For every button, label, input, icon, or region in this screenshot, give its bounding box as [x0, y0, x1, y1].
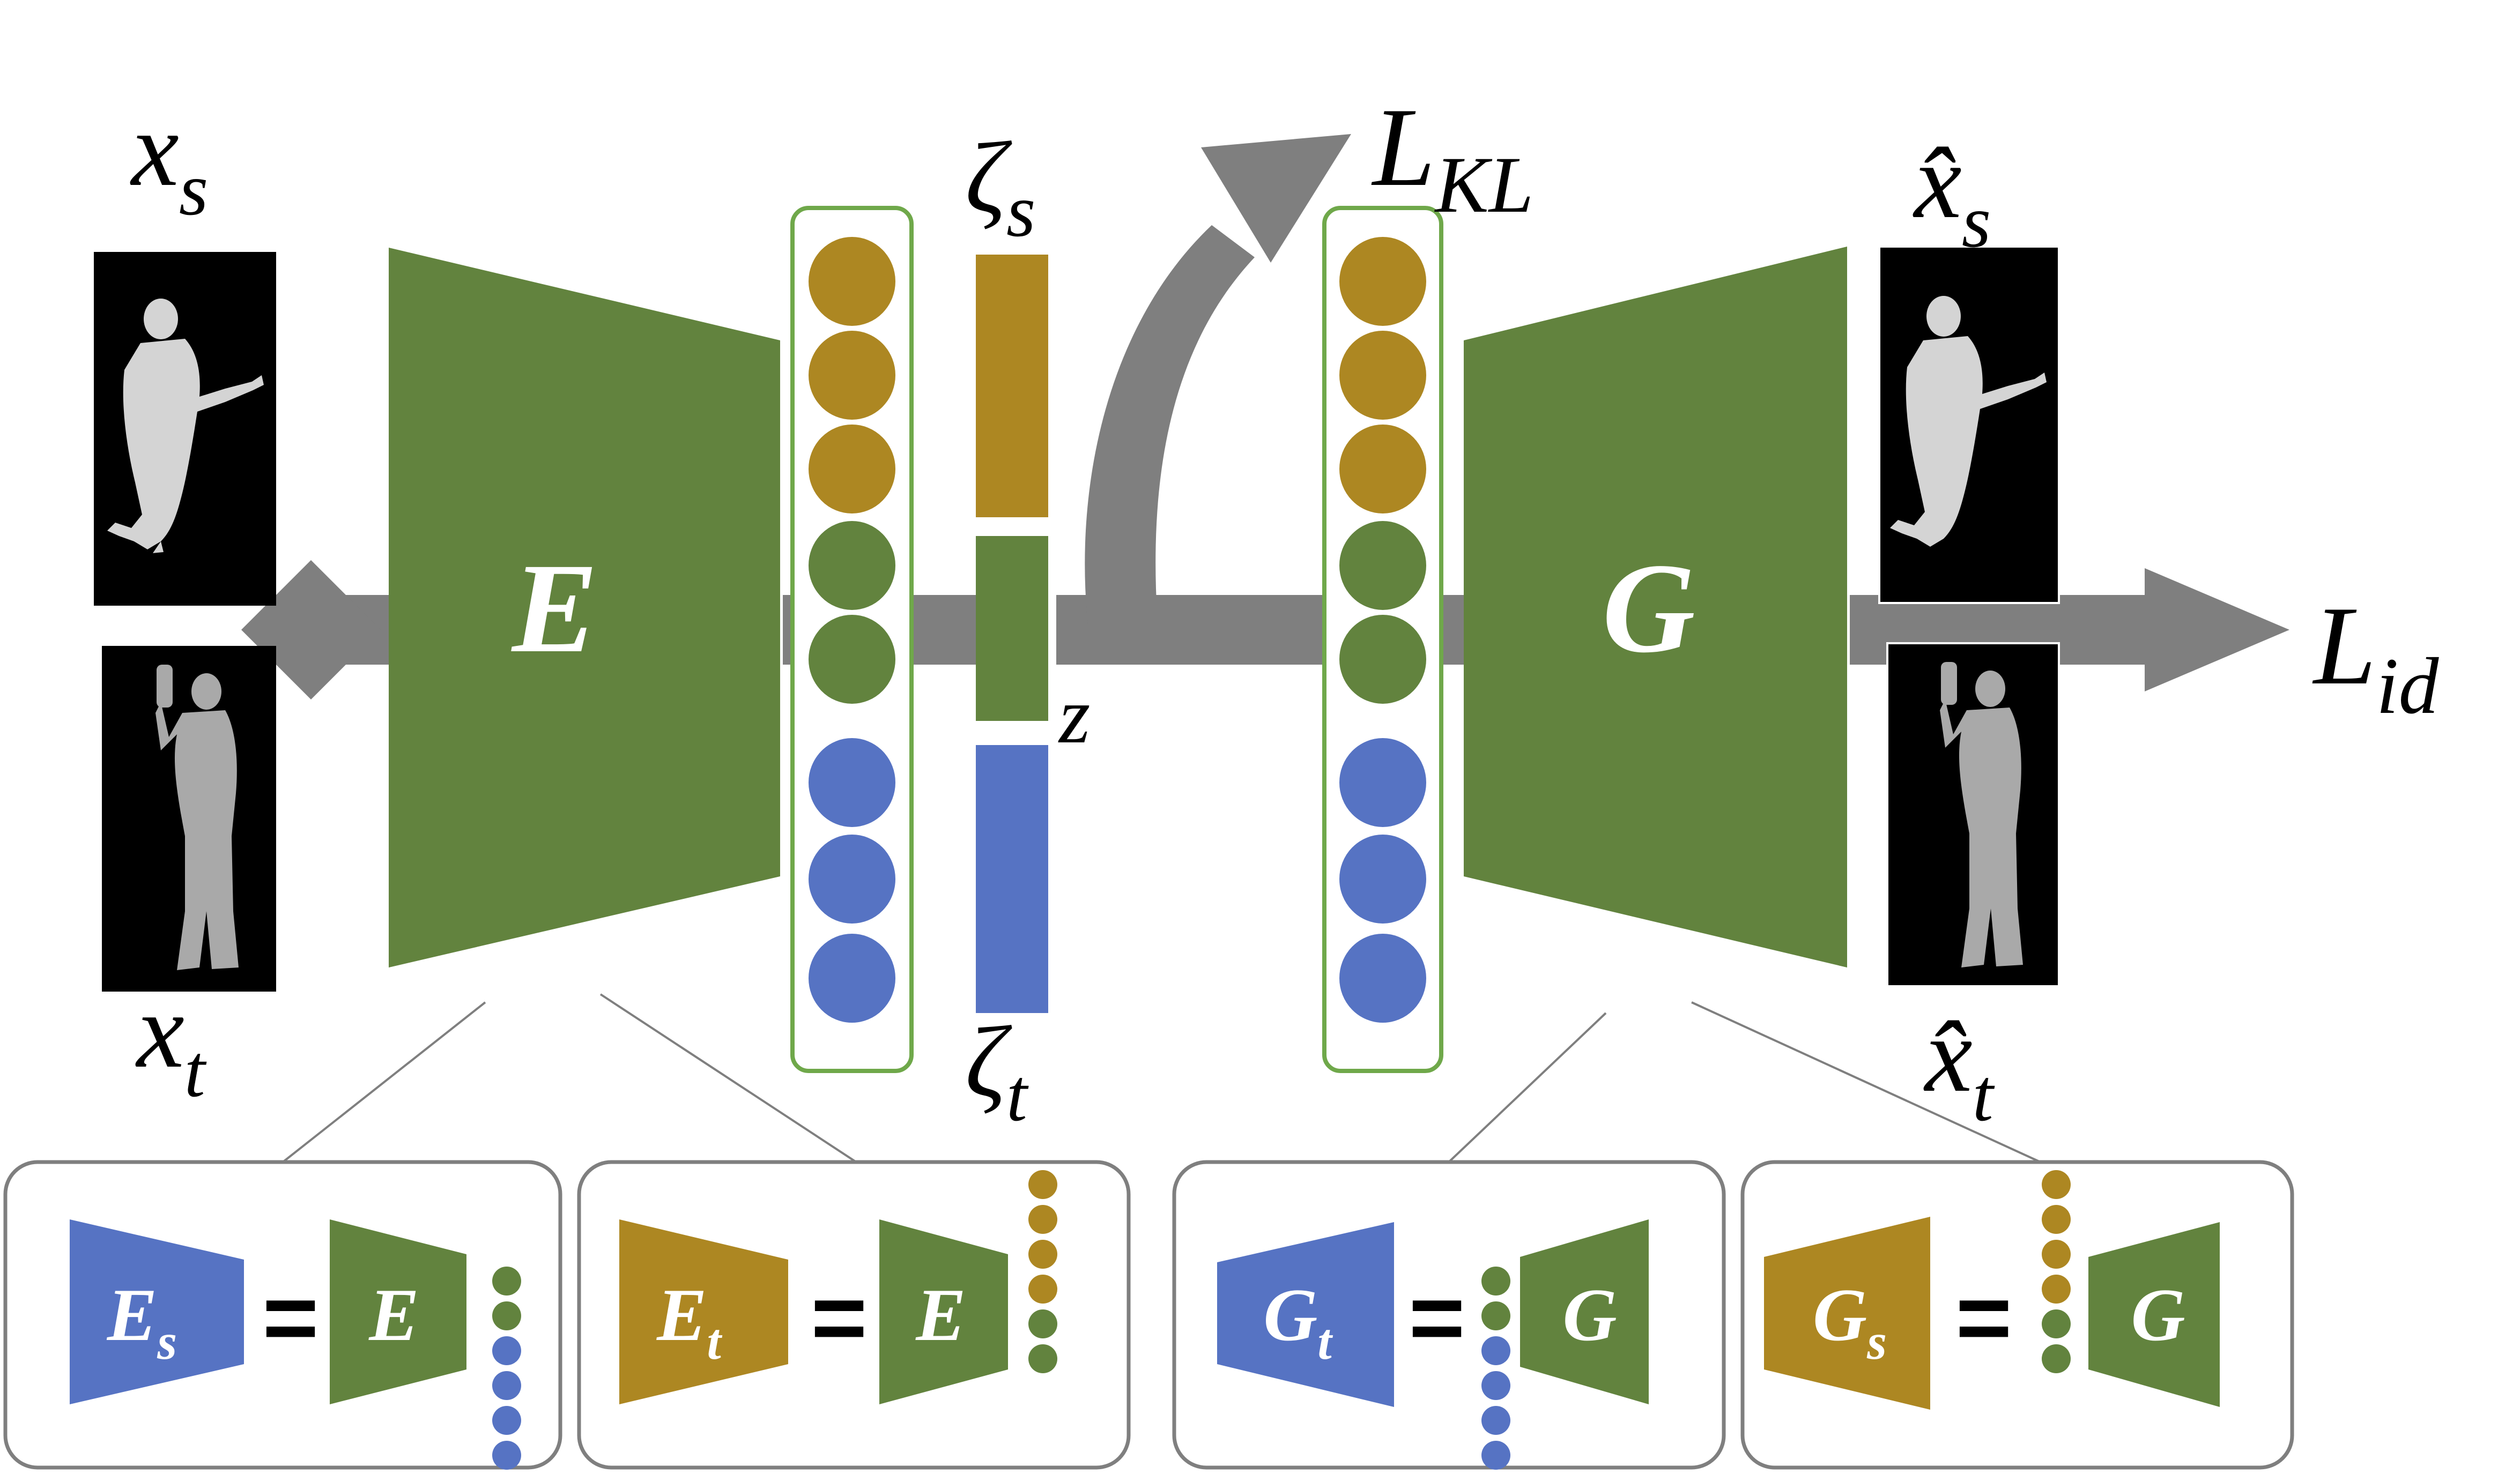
mini-node [1481, 1406, 1510, 1435]
gs-label: Gs [1813, 1274, 1887, 1370]
et-nodes [1028, 1170, 1057, 1373]
mini-node [492, 1301, 521, 1330]
latent-node-8 [805, 930, 899, 1026]
mini-node [2042, 1205, 2071, 1234]
generator-label: G [1602, 537, 1695, 679]
latent-node-1 [1336, 234, 1429, 329]
mini-node [1028, 1205, 1057, 1234]
mini-node [1028, 1170, 1057, 1199]
label-xhat-t: x̂t [1923, 996, 1995, 1137]
latent-node-2 [805, 327, 899, 423]
input-image-xs [94, 252, 276, 606]
es-encoder-shape [70, 1219, 244, 1404]
mini-node [1481, 1441, 1510, 1470]
et-label: Et [656, 1274, 722, 1370]
latent-node-5 [805, 612, 899, 707]
gt-shared-generator-shape [1520, 1219, 1649, 1404]
flow-arrowhead-kl [1201, 134, 1351, 263]
mini-node [1481, 1267, 1510, 1296]
shared-z-bar [976, 536, 1048, 721]
latent-node-2 [1336, 327, 1429, 423]
generator-block [1464, 247, 1847, 967]
output-image-xhat-t [1886, 642, 2060, 987]
flow-arrow-kl [1085, 225, 1255, 630]
latent-node-8 [1336, 930, 1429, 1026]
mini-node [2042, 1240, 2071, 1269]
latent-node-4 [1336, 518, 1429, 613]
flow-arrowhead-right [2145, 568, 2289, 691]
gt-shared-label: G [1562, 1274, 1617, 1357]
et-shared-encoder-shape [879, 1219, 1008, 1404]
mini-node [2042, 1170, 2071, 1199]
latent-node-3 [805, 421, 899, 517]
mini-node [1028, 1240, 1057, 1269]
latent-column-right [1322, 206, 1443, 1073]
zeta-s-bar [976, 255, 1048, 517]
label-xt: xt [135, 972, 207, 1113]
mini-node [1481, 1301, 1510, 1330]
latent-node-6 [1336, 735, 1429, 830]
mini-node [492, 1441, 521, 1470]
mini-node [1028, 1275, 1057, 1304]
mini-node [1481, 1371, 1510, 1400]
es-equals: = [262, 1264, 318, 1372]
et-encoder-shape [619, 1219, 788, 1404]
es-label: Es [106, 1274, 177, 1370]
mini-node [492, 1267, 521, 1296]
label-lid: Lid [2312, 584, 2439, 731]
output-image-xhat-s [1878, 245, 2060, 604]
label-xs: xs [130, 90, 208, 231]
encoder-label: E [511, 537, 598, 679]
gs-shared-label: G [2131, 1274, 2185, 1357]
gs-generator-shape [1764, 1217, 1930, 1410]
mini-node [2042, 1309, 2071, 1338]
latent-node-6 [805, 735, 899, 830]
legend-panel-et: Et = E [577, 1160, 1131, 1470]
mini-node [2042, 1344, 2071, 1373]
zeta-t-bar [976, 745, 1048, 1013]
mini-node [1028, 1344, 1057, 1373]
gt-nodes [1481, 1267, 1510, 1470]
latent-node-5 [1336, 612, 1429, 707]
mini-node [492, 1336, 521, 1365]
encoder-block [389, 248, 780, 967]
et-shared-label: E [915, 1274, 966, 1357]
legend-panel-gs: Gs = G [1740, 1160, 2294, 1470]
legend-connectors [280, 993, 2043, 1164]
mini-node [1028, 1309, 1057, 1338]
gs-shared-generator-shape [2088, 1222, 2220, 1407]
label-z: z [1058, 671, 1090, 760]
et-equals: = [811, 1264, 867, 1372]
latent-node-4 [805, 518, 899, 613]
input-image-xt [102, 646, 276, 992]
latent-node-7 [805, 831, 899, 927]
label-xhat-s: x̂s [1913, 122, 1991, 263]
mini-node [492, 1371, 521, 1400]
gs-equals: = [1955, 1264, 2012, 1372]
latent-node-1 [805, 234, 899, 329]
label-zeta-s: ζs [965, 122, 1035, 252]
es-shared-encoder-shape [330, 1219, 466, 1404]
mini-node [1481, 1336, 1510, 1365]
latent-vector-z [976, 255, 1048, 1013]
legend-panel-gt: Gt = G [1172, 1160, 1726, 1470]
legend-panel-es: Es = E [3, 1160, 562, 1470]
latent-node-7 [1336, 831, 1429, 927]
label-lkl: LKL [1371, 85, 1533, 229]
mini-node [2042, 1275, 2071, 1304]
mini-node [492, 1406, 521, 1435]
latent-node-3 [1336, 421, 1429, 517]
gt-generator-shape [1217, 1222, 1394, 1407]
label-zeta-t: ζt [965, 1006, 1029, 1137]
gt-label: Gt [1263, 1274, 1333, 1370]
es-nodes [492, 1267, 521, 1470]
gt-equals: = [1409, 1264, 1465, 1372]
gs-nodes [2042, 1170, 2071, 1373]
es-shared-label: E [368, 1274, 419, 1357]
latent-column-left [790, 206, 914, 1073]
